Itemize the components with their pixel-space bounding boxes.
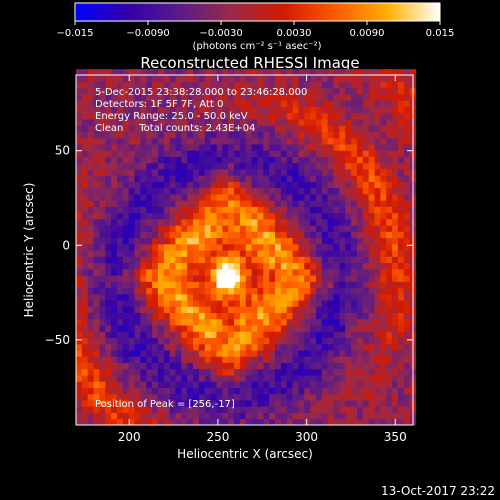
chart-title: Reconstructed RHESSI Image [140, 54, 359, 72]
x-tick-label: 250 [206, 430, 229, 444]
colorbar-unit-label: (photons cm⁻² s⁻¹ asec⁻²) [192, 41, 321, 52]
y-tick-label: 0 [62, 238, 70, 252]
annotation-peak: Position of Peak = [256,-17] [95, 399, 235, 410]
footer-date: 13-Oct-2017 23:22 [381, 484, 495, 498]
colorbar-tick-label: 0.015 [426, 28, 455, 39]
y-tick-label: 50 [55, 144, 70, 158]
heatmap-image [76, 69, 416, 426]
x-tick-label: 200 [118, 430, 141, 444]
y-axis-ticks: 50 0 −50 [45, 144, 413, 347]
colorbar-tick-label: 0.0090 [350, 28, 385, 39]
colorbar-ticks: −0.015 −0.0090 −0.0030 0.0030 0.0090 0.015 [56, 21, 454, 39]
annotation-detectors: Detectors: 1F 5F 7F, Att 0 [95, 99, 223, 110]
plot-frame [75, 74, 414, 426]
colorbar-tick-label: −0.0090 [126, 28, 169, 39]
y-tick-label: −50 [45, 333, 70, 347]
annotation-clean: Clean Total counts: 2.43E+04 [95, 123, 255, 134]
colorbar-tick-label: 0.0030 [277, 28, 312, 39]
x-tick-label: 300 [295, 430, 318, 444]
x-axis-ticks: 200 250 300 350 [118, 75, 407, 444]
y-axis-label: Heliocentric Y (arcsec) [22, 183, 36, 318]
colorbar [74, 2, 441, 22]
colorbar-tick-label: −0.0030 [199, 28, 242, 39]
annotation-energy: Energy Range: 25.0 - 50.0 keV [95, 111, 248, 122]
x-tick-label: 350 [384, 430, 407, 444]
x-axis-label: Heliocentric X (arcsec) [177, 447, 313, 461]
colorbar-tick-label: −0.015 [56, 28, 93, 39]
annotation-time-range: 5-Dec-2015 23:38:28.000 to 23:46:28.000 [95, 87, 307, 98]
